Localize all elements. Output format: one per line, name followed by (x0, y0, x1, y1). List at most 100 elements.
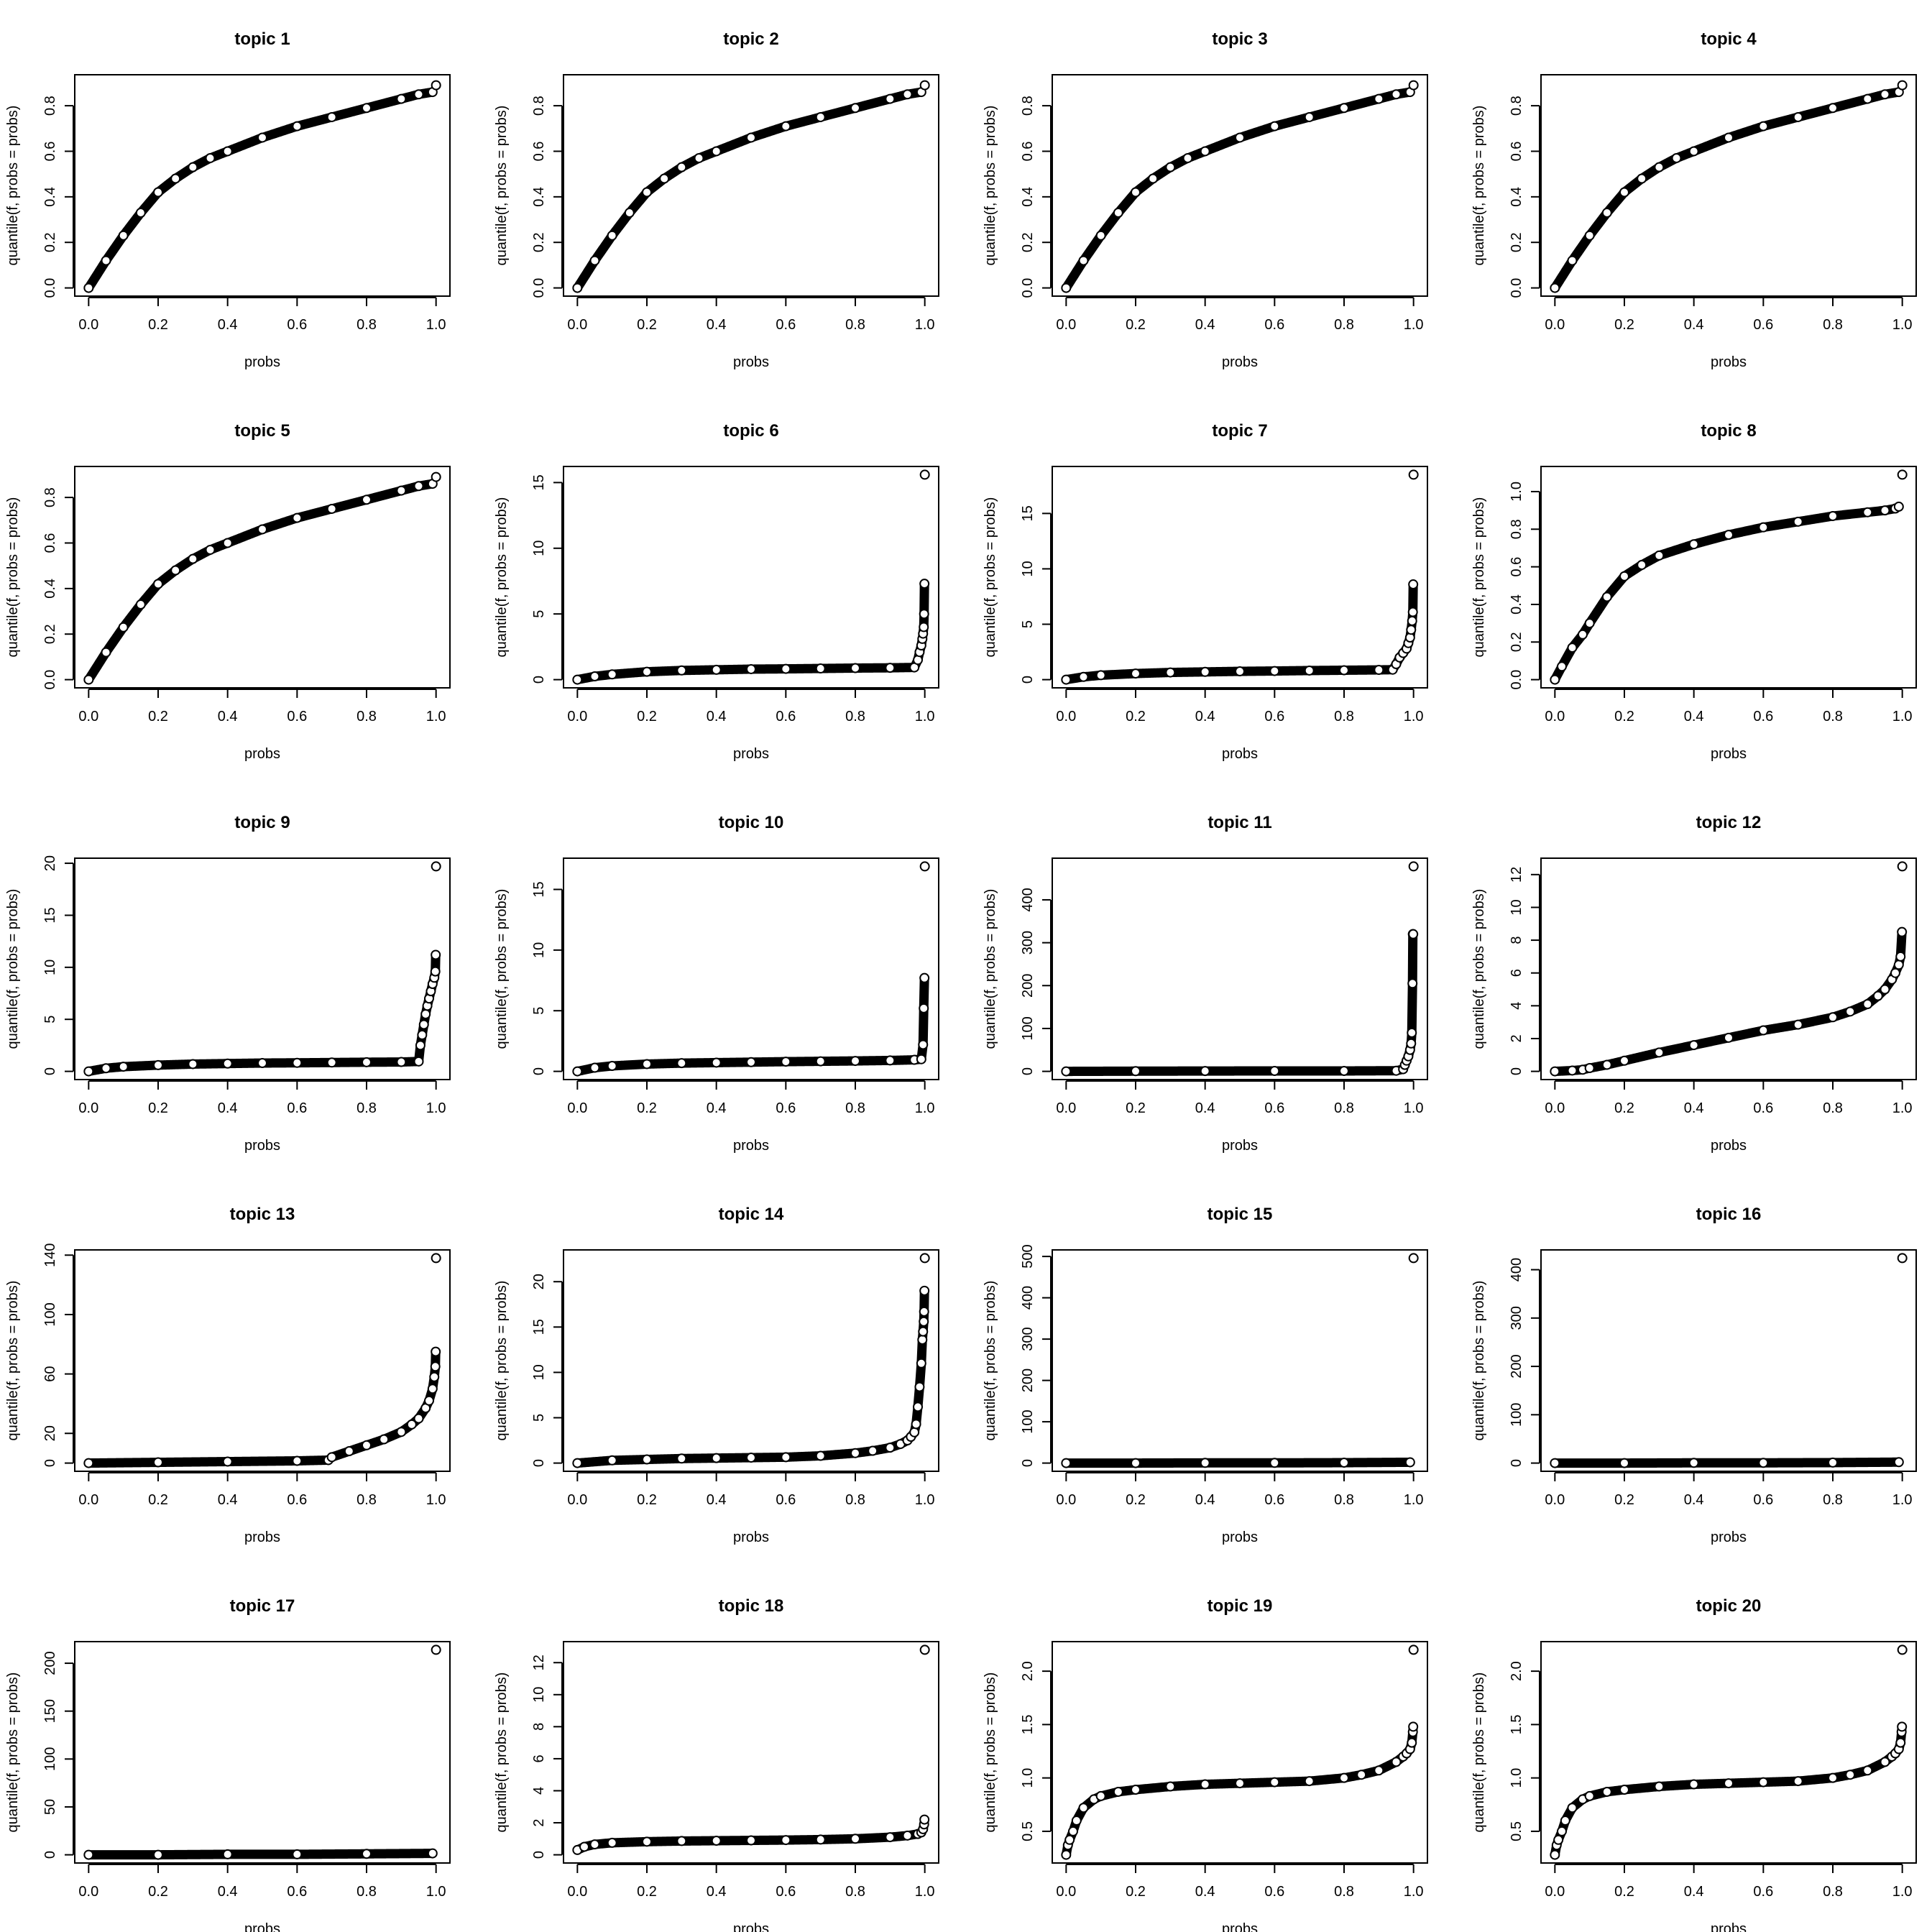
data-point (1601, 1059, 1612, 1070)
y-axis-label: quantile(f, probs = probs) (5, 1281, 21, 1441)
data-point (1269, 121, 1280, 132)
x-tick-label: 0.2 (637, 709, 657, 724)
y-axis-label: quantile(f, probs = probs) (983, 497, 998, 658)
data-point (83, 1849, 94, 1860)
data-point (413, 89, 424, 100)
quantile-curve (1061, 929, 1418, 1077)
data-point (1339, 1458, 1349, 1468)
chart-title: topic 10 (719, 813, 784, 832)
data-point (118, 1062, 129, 1072)
data-point (1619, 571, 1629, 581)
x-tick-label: 0.8 (845, 1884, 865, 1900)
data-point (1408, 469, 1419, 480)
x-tick-label: 0.8 (1334, 317, 1354, 333)
data-point (396, 1427, 407, 1438)
x-tick-label: 0.0 (1545, 317, 1565, 333)
plot-frame (1052, 857, 1428, 1080)
x-tick-label: 0.6 (1264, 709, 1284, 724)
y-tick-label: 5 (1020, 620, 1036, 628)
x-tick-label: 0.2 (1126, 1884, 1146, 1900)
data-point (1200, 1066, 1210, 1077)
chart-panel: topic 12 0.0 0.2 0.4 0.6 0.8 1.0 probs 0 2 4 6 8 10 12… (1471, 813, 1917, 1154)
data-point (1406, 625, 1417, 635)
data-point (413, 481, 424, 492)
data-point (1862, 507, 1873, 518)
chart-title: topic 1 (234, 29, 290, 49)
data-point (1654, 550, 1665, 561)
x-tick-label: 0.2 (1126, 709, 1146, 724)
data-point (205, 152, 216, 163)
data-point (676, 665, 687, 676)
data-point (1339, 1772, 1349, 1783)
y-tick-label: 1.5 (1020, 1714, 1036, 1734)
y-tick-label: 100 (1020, 1409, 1036, 1433)
x-tick-label: 0.6 (776, 1884, 796, 1900)
data-point (135, 208, 146, 218)
data-point (1235, 132, 1245, 143)
x-axis-label: probs (244, 354, 280, 370)
data-point (362, 494, 372, 505)
data-point (431, 861, 441, 872)
data-point (1758, 522, 1769, 533)
y-tick-label: 0 (531, 1459, 547, 1467)
data-point (362, 103, 372, 114)
y-axis-label: quantile(f, probs = probs) (1471, 1281, 1487, 1441)
data-point (1550, 1458, 1560, 1468)
y-axis-label: quantile(f, probs = probs) (5, 889, 21, 1049)
data-point (1845, 1006, 1856, 1017)
x-tick-label: 0.8 (845, 1492, 865, 1508)
data-point (1078, 1803, 1089, 1813)
x-tick-label: 0.0 (567, 1884, 587, 1900)
y-tick-label: 4 (1509, 1002, 1524, 1010)
data-point (430, 966, 441, 977)
data-point (1671, 152, 1682, 163)
x-tick-label: 0.0 (567, 709, 587, 724)
x-tick-label: 0.0 (1056, 1100, 1076, 1116)
data-point (1200, 1779, 1210, 1790)
data-point (431, 1346, 441, 1357)
quantile-curve (1550, 87, 1904, 293)
data-point (1061, 1458, 1072, 1468)
y-tick-label: 1.0 (1509, 482, 1524, 502)
y-tick-label: 0.6 (42, 533, 58, 553)
data-point (1567, 1065, 1578, 1076)
y-tick-label: 400 (1020, 888, 1036, 911)
chart-title: topic 5 (234, 421, 290, 441)
chart-title: topic 8 (1701, 421, 1756, 441)
plot-frame (1052, 1641, 1428, 1864)
x-tick-label: 0.4 (1684, 1884, 1704, 1900)
data-point (1654, 162, 1665, 172)
data-point (83, 674, 94, 685)
chart-title: topic 12 (1696, 813, 1762, 832)
y-tick-label: 0.0 (1509, 670, 1524, 690)
x-tick-label: 0.8 (356, 1492, 377, 1508)
data-point (1724, 530, 1734, 540)
data-point (781, 1835, 791, 1846)
data-point (83, 1458, 94, 1468)
x-tick-label: 0.8 (1823, 317, 1843, 333)
data-point (1304, 111, 1315, 122)
quantile-curve (1061, 1457, 1415, 1468)
x-tick-label: 0.6 (776, 317, 796, 333)
y-tick-label: 0 (1509, 1067, 1524, 1075)
data-point (362, 1057, 372, 1067)
y-tick-label: 0.2 (531, 232, 547, 252)
data-point (1601, 1786, 1612, 1797)
data-point (850, 1056, 860, 1067)
x-tick-label: 0.2 (1126, 1492, 1146, 1508)
x-tick-label: 0.2 (1614, 1884, 1634, 1900)
data-point (1407, 607, 1418, 617)
x-tick-label: 0.8 (1334, 709, 1354, 724)
y-axis-label: quantile(f, probs = probs) (983, 1281, 998, 1441)
data-point (1131, 1784, 1141, 1795)
y-tick-label: 140 (42, 1243, 58, 1267)
x-tick-label: 0.4 (707, 1884, 727, 1900)
x-tick-label: 0.0 (78, 709, 98, 724)
y-tick-label: 0.8 (1509, 519, 1524, 539)
x-tick-label: 0.6 (287, 709, 307, 724)
data-point (1619, 1458, 1629, 1468)
data-point (919, 1003, 929, 1013)
chart-title: topic 19 (1208, 1596, 1273, 1616)
quantile-curve (83, 949, 441, 1077)
